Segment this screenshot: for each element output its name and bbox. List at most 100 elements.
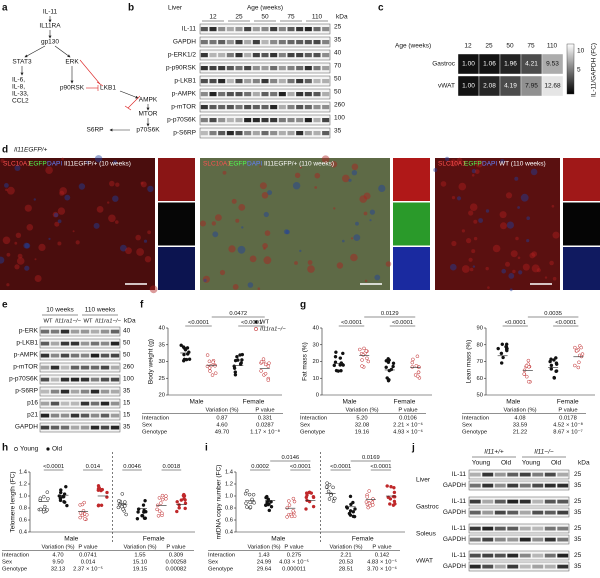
dot: [156, 514, 161, 518]
texture: [506, 221, 514, 229]
texture: [211, 221, 216, 226]
group-label: 110 weeks: [85, 307, 116, 314]
band: [252, 105, 260, 110]
band: [252, 118, 260, 123]
texture: [314, 186, 318, 189]
texture: [259, 165, 262, 168]
age-label: 12: [209, 14, 217, 21]
table-cell: 0.275: [287, 553, 302, 559]
unit-label: kDa: [336, 14, 348, 21]
band: [304, 92, 312, 97]
p-value: 0.0169: [362, 455, 380, 461]
kda-label: 25: [574, 525, 582, 532]
texture: [526, 239, 530, 243]
texture: [215, 214, 222, 222]
dot: [311, 495, 316, 500]
cell-value: 1.06: [483, 61, 496, 68]
dot: [120, 492, 125, 496]
texture: [78, 183, 86, 190]
texture: [500, 159, 505, 164]
table-header: Variation (%): [329, 545, 362, 551]
texture: [72, 230, 75, 233]
band: [507, 499, 519, 504]
dot: [287, 503, 292, 507]
y-axis-label: mtDNA copy number (FC): [216, 465, 223, 540]
dot: [96, 503, 101, 508]
texture: [143, 239, 148, 243]
pathway-node: IL-33,: [12, 91, 29, 98]
band: [80, 365, 90, 370]
panel-label: g: [300, 300, 306, 311]
row-label: IL-11: [452, 525, 467, 532]
texture: [96, 206, 104, 213]
band: [60, 353, 70, 358]
band: [40, 353, 50, 358]
band: [200, 105, 208, 110]
band: [532, 510, 544, 515]
band: [304, 27, 312, 32]
band: [218, 66, 226, 71]
micrograph: [435, 158, 560, 290]
dot: [552, 376, 557, 380]
band: [252, 27, 260, 32]
band: [200, 118, 208, 123]
panel-label: j: [411, 443, 415, 454]
kda-label: 25: [574, 471, 582, 478]
texture: [125, 247, 132, 255]
texture: [53, 212, 59, 218]
band: [482, 564, 494, 569]
dot: [185, 346, 190, 350]
dot: [45, 508, 49, 512]
texture: [15, 232, 22, 238]
dot: [311, 504, 316, 509]
y-axis-label: Fat mass (%): [302, 342, 309, 381]
p-value: <0.0001: [341, 320, 362, 326]
kda-label: 35: [574, 563, 582, 570]
texture: [94, 155, 103, 163]
dot: [554, 356, 558, 360]
band: [304, 118, 312, 123]
table-cell: 3.70 × 10⁻⁶: [367, 566, 397, 573]
texture: [38, 243, 46, 251]
texture: [294, 261, 298, 265]
band: [110, 365, 120, 370]
band: [70, 401, 80, 406]
age-label: 75: [287, 14, 295, 21]
blot-row: [39, 386, 121, 397]
dot: [123, 500, 127, 504]
group-label: 10 weeks: [46, 307, 74, 314]
band: [244, 53, 252, 58]
row-label: p-LKB1: [16, 340, 38, 347]
y-tick-label: 0.6: [19, 518, 27, 524]
texture: [14, 241, 18, 245]
legend-label: Old: [52, 446, 63, 453]
band: [60, 425, 70, 430]
band: [296, 92, 304, 97]
texture: [333, 207, 336, 210]
band: [270, 92, 278, 97]
p-value: 0.0046: [123, 464, 141, 470]
y-tick-label: 80: [477, 342, 483, 348]
texture: [212, 231, 219, 238]
texture: [263, 247, 266, 250]
table-cell: 0.331: [258, 416, 273, 422]
texture: [93, 222, 100, 229]
table-cell: 32.08: [355, 423, 370, 429]
texture: [202, 275, 210, 283]
table-cell: 0.0178: [559, 416, 577, 422]
dot: [184, 357, 189, 362]
band: [50, 413, 60, 418]
band: [519, 510, 531, 515]
panel-label: f: [140, 300, 144, 311]
dot: [287, 499, 291, 503]
y-tick-label: 0: [316, 393, 319, 399]
texture: [5, 188, 8, 192]
table-row-label: Sex: [208, 560, 218, 566]
band: [469, 499, 481, 504]
dot: [248, 500, 252, 505]
texture: [34, 275, 42, 282]
band: [252, 79, 260, 84]
table-cell: 0.000011: [282, 567, 306, 573]
band: [90, 413, 100, 418]
dot: [285, 515, 289, 519]
